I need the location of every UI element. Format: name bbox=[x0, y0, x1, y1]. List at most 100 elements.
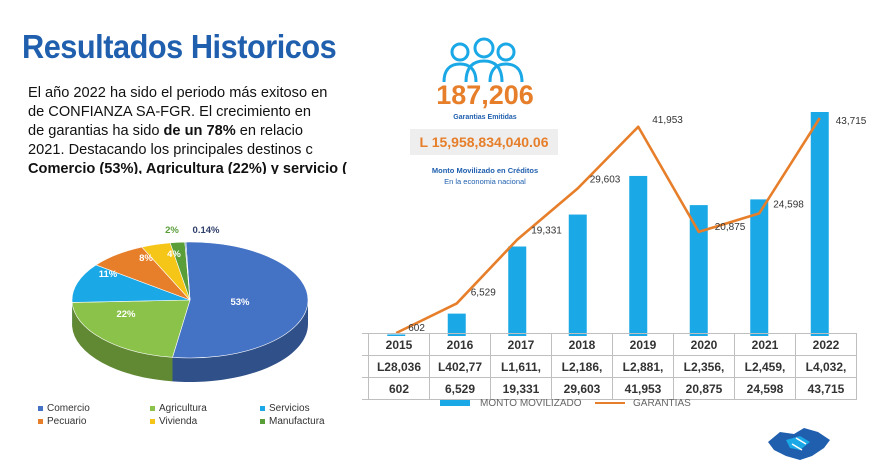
pie-label-5: 2% bbox=[165, 225, 179, 236]
pie-slice-side-1 bbox=[72, 302, 173, 382]
table-cell: 43,715 bbox=[795, 377, 857, 400]
table-year-cell: 2015 bbox=[368, 333, 430, 356]
pie-legend-swatch bbox=[150, 418, 155, 424]
table-row: 602 6,529 19,331 29,603 41,953 20,875 24,598 43… bbox=[362, 377, 857, 400]
intro-line-3: de garantias ha sido de un 78% en relaci… bbox=[28, 122, 360, 141]
pie-label-0: 53% bbox=[230, 297, 250, 308]
line-label-2015: 602 bbox=[408, 323, 425, 334]
pie-legend-label: Vivienda bbox=[159, 416, 198, 427]
pie-legend-item-vivienda: Vivienda bbox=[150, 416, 197, 427]
bar-2018 bbox=[568, 214, 587, 336]
bar-2021 bbox=[750, 199, 769, 336]
table-year-cell: 2021 bbox=[734, 333, 796, 356]
intro-text: El año 2022 ha sido el periodo más exito… bbox=[28, 84, 360, 174]
pie-legend-item-pecuario: Pecuario bbox=[38, 416, 86, 427]
legend-monto: MONTO MOVILIZADO bbox=[440, 398, 582, 409]
pie-legend-label: Agricultura bbox=[159, 403, 207, 414]
pie-legend-item-manufactura: Manufactura bbox=[260, 416, 325, 427]
monto-value: L 15,958,834,040.06 bbox=[410, 129, 558, 155]
pie-legend-swatch bbox=[260, 418, 265, 424]
line-label-2019: 41,953 bbox=[652, 115, 683, 126]
table-header-row: 2015 2016 2017 2018 2019 2020 2021 2022 bbox=[362, 333, 857, 356]
table-cell: L2,881, bbox=[612, 355, 674, 378]
pie-legend-swatch bbox=[150, 405, 155, 411]
pie-slice-1 bbox=[71, 299, 191, 358]
pie-label-6: 0.14% bbox=[193, 225, 220, 236]
table-cell: L4,032, bbox=[795, 355, 857, 378]
table-cell: L402,77 bbox=[429, 355, 491, 378]
legend-garantias-swatch bbox=[595, 402, 625, 405]
table-cell: L2,356, bbox=[673, 355, 735, 378]
line-label-2021: 24,598 bbox=[773, 199, 804, 210]
garantias-line bbox=[395, 117, 821, 335]
pie-label-4: 4% bbox=[167, 249, 181, 260]
garantias-count: 187,206 bbox=[436, 80, 534, 110]
page-title: Resultados Historicos bbox=[22, 28, 337, 65]
table-cell: 20,875 bbox=[673, 377, 735, 400]
handshake-icon bbox=[768, 428, 830, 460]
table-cell: 24,598 bbox=[734, 377, 796, 400]
table-year-cell: 2017 bbox=[490, 333, 552, 356]
table-cell: L1,611, bbox=[490, 355, 552, 378]
table-year-cell: 2020 bbox=[673, 333, 735, 356]
intro-highlight: de un 78% bbox=[163, 123, 236, 139]
pie-legend-item-comercio: Comercio bbox=[38, 403, 90, 414]
table-row: L28,036 L402,77 L1,611, L2,186, L2,881, L2,35… bbox=[362, 355, 857, 378]
data-table: 2015 2016 2017 2018 2019 2020 2021 2022 L28,036 L… bbox=[362, 333, 857, 400]
intro-line-3a: de garantias ha sido bbox=[28, 123, 164, 139]
intro-line-4: 2021. Destacando los principales destino… bbox=[28, 142, 313, 158]
table-year-cell: 2019 bbox=[612, 333, 674, 356]
monto-sublabel: En la economia nacional bbox=[444, 177, 526, 186]
pie-legend-item-servicios: Servicios bbox=[260, 403, 310, 414]
pie-slice-6 bbox=[184, 241, 191, 301]
legend-monto-label: MONTO MOVILIZADO bbox=[480, 398, 582, 409]
bar-2020 bbox=[689, 205, 708, 336]
table-year-cell: 2022 bbox=[795, 333, 857, 356]
intro-line-3c: en relacio bbox=[235, 123, 304, 139]
pie-legend-label: Pecuario bbox=[47, 416, 87, 427]
table-year-cell: 2016 bbox=[429, 333, 491, 356]
pie-legend-swatch bbox=[260, 405, 265, 411]
pie-slice-side-0 bbox=[172, 300, 308, 382]
garantias-label: Garantias Emitidas bbox=[453, 114, 517, 121]
bar-line-chart: 602 6,529 19,331 29,603 41,953 20,875 24,598 43… bbox=[387, 112, 867, 336]
bar-2022 bbox=[810, 112, 829, 336]
bar-2019 bbox=[629, 175, 648, 336]
table-cell: L28,036 bbox=[368, 355, 430, 378]
people-icon bbox=[442, 37, 524, 83]
pie-legend-swatch bbox=[38, 405, 43, 411]
bar-2016 bbox=[447, 313, 466, 336]
bar-2017 bbox=[508, 246, 527, 336]
pie-slice-0 bbox=[172, 241, 309, 359]
table-cell: 41,953 bbox=[612, 377, 674, 400]
line-label-2016: 6,529 bbox=[471, 287, 496, 298]
pie-chart: 53% 22% 11% 8% 4% 2% 0.14% bbox=[71, 225, 309, 382]
table-cell: 19,331 bbox=[490, 377, 552, 400]
table-cell: 6,529 bbox=[429, 377, 491, 400]
table-cell: L2,459, bbox=[734, 355, 796, 378]
pie-label-1: 22% bbox=[116, 309, 136, 320]
table-cell: 602 bbox=[368, 377, 430, 400]
monto-label: Monto Movilizado en Créditos bbox=[431, 166, 539, 175]
line-label-2018: 29,603 bbox=[590, 174, 621, 185]
pie-legend-item-agricultura: Agricultura bbox=[150, 403, 207, 414]
intro-line-2: de CONFIANZA SA-FGR. El crecimiento en bbox=[28, 104, 312, 120]
pie-legend-label: Comercio bbox=[47, 403, 90, 414]
table-cell: L2,186, bbox=[551, 355, 613, 378]
line-label-2020: 20,875 bbox=[715, 222, 746, 233]
line-label-2022: 43,715 bbox=[836, 116, 867, 127]
pie-label-3: 8% bbox=[139, 253, 153, 264]
legend-garantias: GARANTIAS bbox=[595, 398, 691, 409]
intro-line-5: Comercio (53%), Agricultura (22%) y serv… bbox=[28, 160, 360, 174]
pie-slice-2 bbox=[71, 264, 191, 303]
legend-garantias-label: GARANTIAS bbox=[633, 398, 691, 409]
intro-line-1: El año 2022 ha sido el periodo más exito… bbox=[28, 85, 328, 101]
table-year-cell: 2018 bbox=[551, 333, 613, 356]
pie-legend-swatch bbox=[38, 418, 43, 424]
legend-monto-swatch bbox=[440, 400, 470, 407]
pie-legend-label: Manufactura bbox=[269, 416, 325, 427]
pie-legend-label: Servicios bbox=[269, 403, 310, 414]
pie-label-2: 11% bbox=[99, 269, 118, 280]
line-label-2017: 19,331 bbox=[531, 226, 562, 237]
table-cell: 29,603 bbox=[551, 377, 613, 400]
